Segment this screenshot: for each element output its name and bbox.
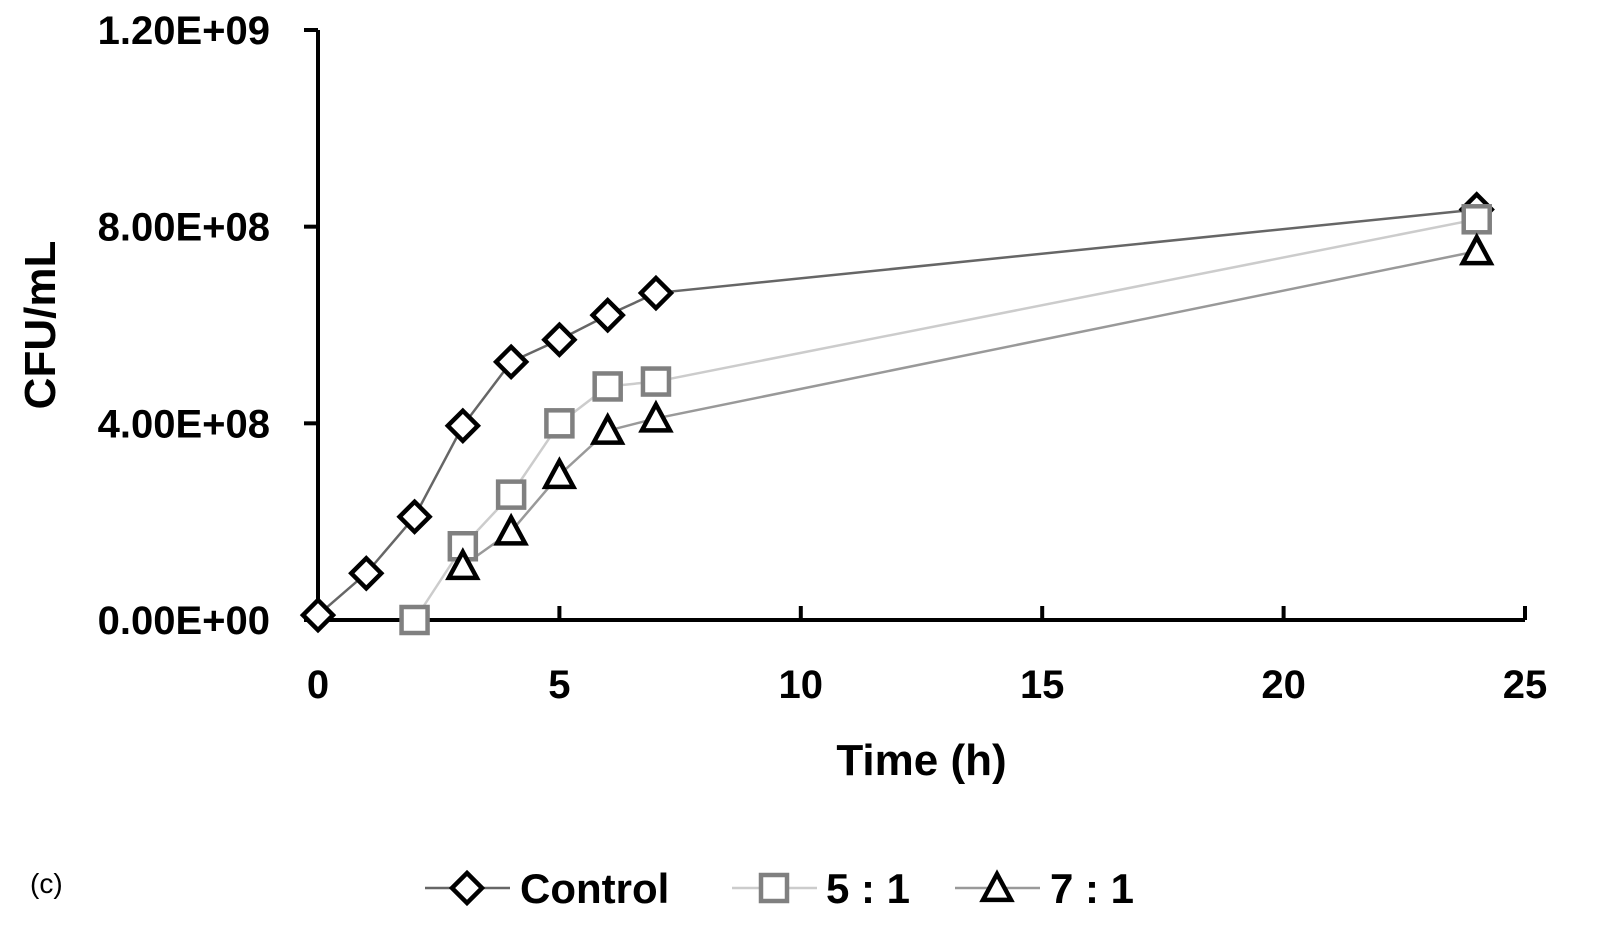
y-tick-label: 0.00E+00 [98, 599, 270, 643]
series-line-0 [317, 208, 1477, 617]
y-tick-label: 8.00E+08 [98, 206, 270, 250]
data-point-square [495, 479, 527, 510]
panel-label: (c) [30, 868, 63, 899]
legend-item: 5 : 1 [732, 865, 910, 912]
x-axis-title: Time (h) [836, 736, 1006, 785]
data-point-triangle [445, 547, 481, 581]
data-point-diamond [541, 321, 578, 358]
data-point-diamond [444, 407, 482, 444]
series-lines [317, 208, 1477, 621]
y-tick-label: 4.00E+08 [98, 402, 270, 446]
x-tick-label: 25 [1503, 663, 1548, 707]
data-point-triangle [589, 411, 626, 445]
x-tick-label: 5 [548, 663, 570, 707]
series-line-2 [462, 250, 1477, 567]
legend-item: 7 : 1 [955, 865, 1134, 912]
x-tick-label: 15 [1020, 663, 1065, 707]
data-point-square [544, 408, 575, 439]
data-point-triangle [541, 456, 578, 490]
data-point-square [592, 371, 623, 402]
x-axis-ticks: 0 5 10 15 20 25 [307, 606, 1547, 707]
legend-item: Control [425, 865, 669, 912]
data-point-triangle [493, 512, 529, 546]
data-point-diamond [589, 296, 626, 334]
data-point-square [1461, 204, 1492, 235]
series-markers [299, 191, 1495, 636]
data-point-square [640, 366, 672, 397]
data-point-diamond [396, 498, 433, 535]
y-axis-title: CFU/mL [16, 241, 65, 410]
data-point-square [399, 604, 430, 636]
data-point-diamond [492, 343, 530, 381]
data-point-triangle [638, 399, 674, 433]
axes [316, 30, 1525, 622]
x-tick-label: 0 [307, 663, 329, 707]
x-tick-label: 10 [779, 663, 824, 707]
y-axis-ticks: 0.00E+00 4.00E+08 8.00E+08 1.20E+09 [98, 9, 318, 643]
data-point-diamond [348, 555, 385, 592]
legend-marker-triangle [979, 869, 1015, 903]
data-point-diamond [299, 596, 337, 634]
x-tick-label: 20 [1261, 663, 1306, 707]
legend-label: 7 : 1 [1050, 865, 1134, 912]
legend: Control 5 : 1 7 : 1 [425, 865, 1134, 912]
y-tick-label: 1.20E+09 [98, 9, 270, 53]
legend-label: Control [520, 865, 669, 912]
legend-marker-diamond [448, 869, 486, 907]
data-point-triangle [1458, 232, 1495, 266]
legend-label: 5 : 1 [826, 865, 910, 912]
data-point-diamond [637, 274, 675, 312]
legend-marker-square [758, 872, 790, 904]
